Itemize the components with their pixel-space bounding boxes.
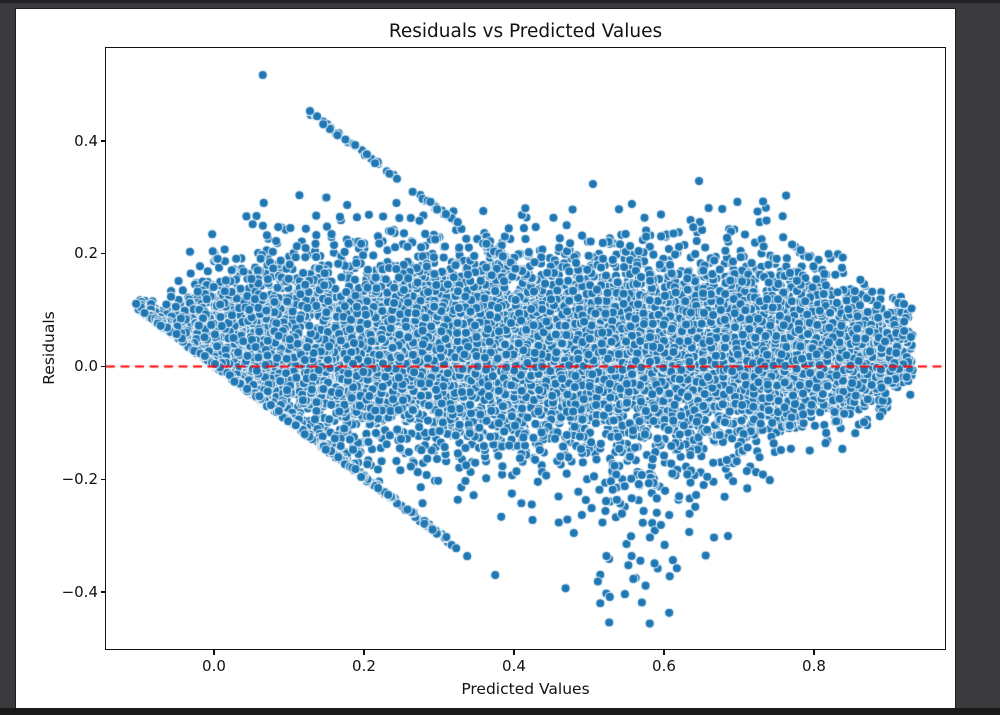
figure: Residuals vs Predicted Values Predicted …: [15, 8, 956, 709]
y-tick-mark: [100, 365, 105, 368]
x-tick-mark: [363, 650, 365, 655]
y-tick-label: 0.0: [74, 357, 98, 375]
x-tick-mark: [813, 650, 815, 655]
x-tick-mark: [663, 650, 665, 655]
x-tick-label: 0.0: [202, 657, 226, 675]
y-tick-mark: [100, 591, 105, 593]
x-tick-label: 0.2: [352, 657, 376, 675]
y-tick-mark: [100, 478, 105, 480]
x-tick-label: 0.6: [652, 657, 676, 675]
scatter-canvas: [106, 48, 945, 649]
y-tick-mark: [100, 140, 105, 142]
plot-area: [105, 47, 946, 650]
y-tick-label: −0.2: [61, 469, 98, 488]
y-tick-label: 0.4: [74, 131, 98, 150]
chart-title: Residuals vs Predicted Values: [388, 21, 663, 42]
x-tick-mark: [213, 650, 215, 655]
y-tick-label: 0.2: [74, 244, 98, 263]
y-tick-label: −0.4: [61, 582, 98, 601]
x-tick-label: 0.8: [802, 657, 826, 675]
x-tick-label: 0.4: [502, 657, 526, 675]
window-top-edge: [0, 0, 1000, 3]
window-bottom-edge: [0, 708, 1000, 715]
x-tick-mark: [513, 650, 515, 655]
y-tick-mark: [100, 253, 105, 255]
x-axis-label: Predicted Values: [461, 680, 590, 698]
